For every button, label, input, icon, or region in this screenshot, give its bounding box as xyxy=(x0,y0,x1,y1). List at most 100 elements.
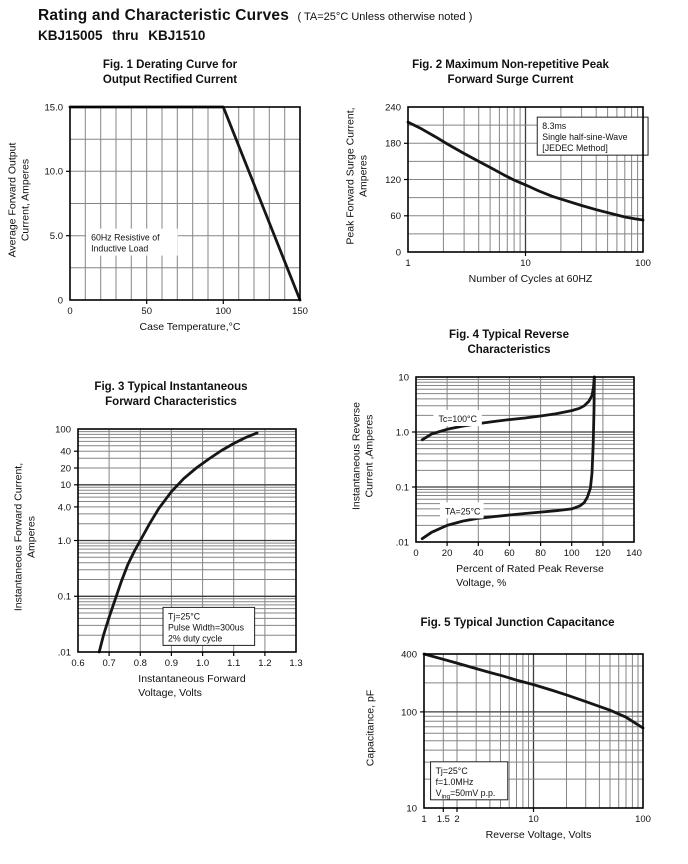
svg-text:100: 100 xyxy=(55,424,71,435)
part-number-range: KBJ15005 thru KBJ1510 xyxy=(38,28,206,43)
svg-text:140: 140 xyxy=(626,548,642,559)
svg-text:0.8: 0.8 xyxy=(134,658,147,669)
figure-1-x-axis-label: Case Temperature,°C xyxy=(139,320,241,333)
svg-text:4.0: 4.0 xyxy=(58,502,71,513)
svg-text:10: 10 xyxy=(520,258,531,269)
svg-text:Single half-sine-Wave: Single half-sine-Wave xyxy=(542,132,627,142)
svg-text:.01: .01 xyxy=(58,647,71,658)
figure-1-derating-curve: Fig. 1 Derating Curve for Output Rectifi… xyxy=(6,58,310,334)
svg-text:60: 60 xyxy=(390,211,401,222)
svg-text:10.0: 10.0 xyxy=(45,167,64,178)
svg-text:400: 400 xyxy=(401,649,417,660)
svg-text:0: 0 xyxy=(67,306,72,317)
svg-text:8.3ms: 8.3ms xyxy=(542,121,567,131)
svg-text:10: 10 xyxy=(398,372,409,383)
svg-text:0.1: 0.1 xyxy=(58,592,71,603)
svg-text:1.0: 1.0 xyxy=(196,658,209,669)
figure-2-surge-current: Fig. 2 Maximum Non-repetitive Peak Forwa… xyxy=(344,58,653,286)
svg-text:2: 2 xyxy=(454,814,459,825)
svg-text:1: 1 xyxy=(421,814,426,825)
figure-3-x-axis-label: Instantaneous Forward Voltage, Volts xyxy=(138,672,246,700)
svg-text:1.0: 1.0 xyxy=(396,427,409,438)
svg-text:Tj=25°C: Tj=25°C xyxy=(436,766,469,776)
svg-text:1.2: 1.2 xyxy=(258,658,271,669)
svg-text:1.3: 1.3 xyxy=(289,658,302,669)
page-title-row: Rating and Characteristic Curves ( TA=25… xyxy=(38,7,472,25)
figure-1-y-axis-label: Average Forward Output Current, Amperes xyxy=(6,142,31,258)
svg-text:50: 50 xyxy=(141,306,152,317)
figure-2-title: Fig. 2 Maximum Non-repetitive Peak Forwa… xyxy=(412,59,609,86)
svg-text:60Hz Resistive of: 60Hz Resistive of xyxy=(91,232,160,242)
svg-text:.01: .01 xyxy=(396,537,409,548)
svg-text:5.0: 5.0 xyxy=(50,231,63,242)
svg-text:1.5: 1.5 xyxy=(437,814,450,825)
svg-text:0: 0 xyxy=(396,247,401,258)
figure-3-forward-characteristics: Fig. 3 Typical Instantaneous Forward Cha… xyxy=(12,380,306,700)
svg-text:10: 10 xyxy=(60,480,71,491)
svg-text:80: 80 xyxy=(535,548,546,559)
figure-5-y-axis-label: Capacitance, pF xyxy=(364,689,377,767)
svg-text:1: 1 xyxy=(405,258,410,269)
svg-text:Pulse Width=300us: Pulse Width=300us xyxy=(168,622,245,632)
svg-text:Inductive Load: Inductive Load xyxy=(91,243,148,253)
figure-1-body: Average Forward Output Current, Amperes … xyxy=(6,101,310,319)
figure-3-body: Instantaneous Forward Current, Amperes T… xyxy=(12,423,306,671)
figure-1-title: Fig. 1 Derating Curve for Output Rectifi… xyxy=(102,59,238,86)
svg-text:0.6: 0.6 xyxy=(71,658,84,669)
svg-text:40: 40 xyxy=(473,548,484,559)
figure-4-body: Instantaneous Reverse Current ,Amperes T… xyxy=(350,371,644,561)
figure-2-y-axis-label: Peak Forward Surge Current, Amperes xyxy=(344,107,369,245)
svg-text:2% duty cycle: 2% duty cycle xyxy=(168,633,222,643)
svg-text:150: 150 xyxy=(292,306,308,317)
svg-text:TA=25°C: TA=25°C xyxy=(445,506,481,516)
figure-5-body: Capacitance, pF Tj=25°C f=1.0MHz Ving=50mV… xyxy=(365,648,653,827)
svg-text:0.1: 0.1 xyxy=(396,482,409,493)
svg-text:120: 120 xyxy=(595,548,611,559)
svg-text:Tc=100°C: Tc=100°C xyxy=(438,414,477,424)
svg-text:0: 0 xyxy=(58,295,63,306)
figure-5-x-axis-label: Reverse Voltage, Volts xyxy=(485,828,592,841)
figure-3-y-axis-label: Instantaneous Forward Current, Amperes xyxy=(12,463,37,612)
svg-text:15.0: 15.0 xyxy=(45,102,64,113)
figure-4-reverse-characteristics: Fig. 4 Typical Reverse Characteristics I… xyxy=(350,328,644,590)
svg-text:120: 120 xyxy=(385,175,401,186)
figure-4-title: Fig. 4 Typical Reverse Characteristics xyxy=(449,329,569,356)
svg-text:[JEDEC Method]: [JEDEC Method] xyxy=(542,143,608,153)
svg-text:100: 100 xyxy=(564,548,580,559)
svg-text:20: 20 xyxy=(60,463,71,474)
svg-text:100: 100 xyxy=(635,258,651,269)
svg-text:Tj=25°C: Tj=25°C xyxy=(168,611,201,621)
svg-text:240: 240 xyxy=(385,102,401,113)
figure-4-plot: Tc=100°C TA=25°C 0 20 40 60 80 100 120 140 10 1.0 0.… xyxy=(396,372,642,559)
figure-5-junction-capacitance: Fig. 5 Typical Junction Capacitance Capa… xyxy=(365,616,653,842)
svg-text:100: 100 xyxy=(215,306,231,317)
page-title-note: ( TA=25°C Unless otherwise noted ) xyxy=(297,11,473,23)
svg-text:10: 10 xyxy=(406,803,417,814)
svg-text:f=1.0MHz: f=1.0MHz xyxy=(436,777,474,787)
figure-4-x-axis-label: Percent of Rated Peak Reverse Voltage, % xyxy=(456,562,604,590)
figure-5-title: Fig. 5 Typical Junction Capacitance xyxy=(420,617,615,629)
svg-text:Ving=50mV p.p.: Ving=50mV p.p. xyxy=(436,788,496,801)
svg-text:40: 40 xyxy=(60,446,71,457)
svg-text:20: 20 xyxy=(442,548,453,559)
svg-text:10: 10 xyxy=(528,814,539,825)
svg-text:0.9: 0.9 xyxy=(165,658,178,669)
svg-text:100: 100 xyxy=(401,707,417,718)
figure-4-y-axis-label: Instantaneous Reverse Current ,Amperes xyxy=(350,402,375,511)
svg-text:60: 60 xyxy=(504,548,515,559)
svg-text:0.7: 0.7 xyxy=(102,658,115,669)
svg-text:1.0: 1.0 xyxy=(58,536,71,547)
page-header: Rating and Characteristic Curves ( TA=25… xyxy=(38,7,472,43)
figure-2-body: Peak Forward Surge Current, Amperes 8.3m… xyxy=(344,101,653,271)
svg-text:180: 180 xyxy=(385,138,401,149)
svg-text:1.1: 1.1 xyxy=(227,658,240,669)
svg-text:0: 0 xyxy=(413,548,418,559)
svg-text:100: 100 xyxy=(635,814,651,825)
figure-2-x-axis-label: Number of Cycles at 60HZ xyxy=(468,272,593,285)
figure-3-title: Fig. 3 Typical Instantaneous Forward Cha… xyxy=(94,381,248,408)
page-title: Rating and Characteristic Curves xyxy=(38,7,290,24)
